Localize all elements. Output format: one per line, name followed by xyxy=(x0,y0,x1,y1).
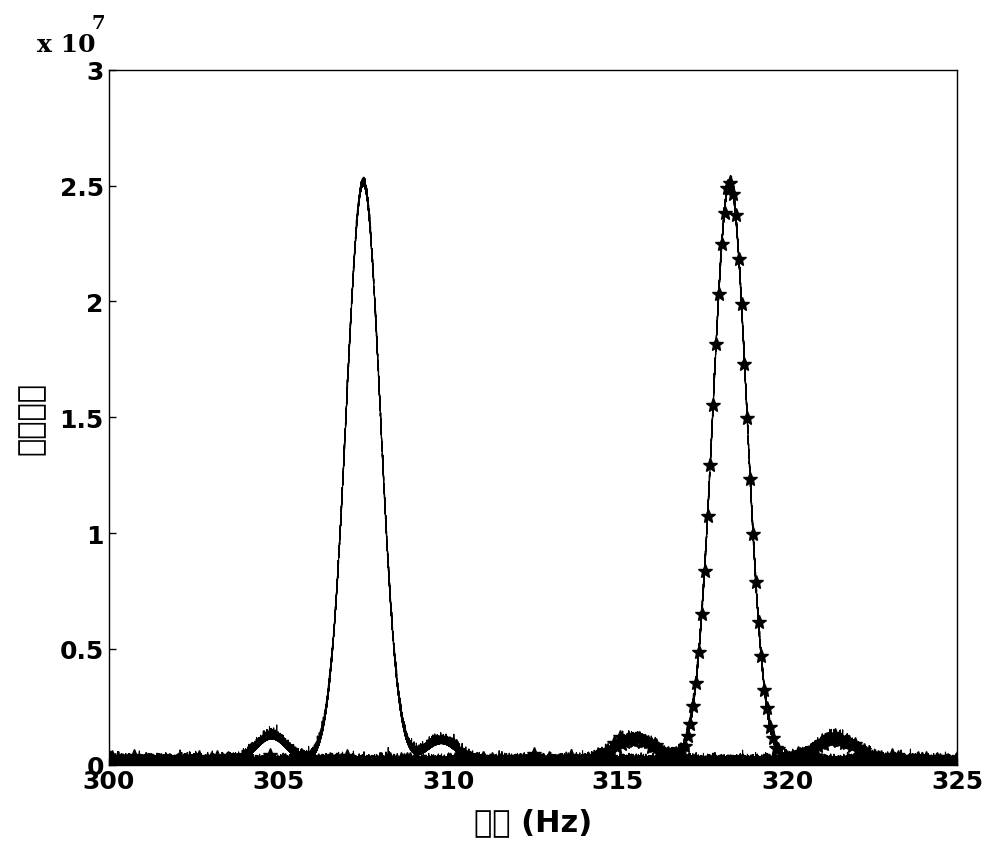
Text: x 10: x 10 xyxy=(37,33,95,57)
Y-axis label: 输出幅度: 输出幅度 xyxy=(17,381,46,454)
X-axis label: 频率 (Hz): 频率 (Hz) xyxy=(474,808,592,836)
Text: 7: 7 xyxy=(92,15,105,32)
